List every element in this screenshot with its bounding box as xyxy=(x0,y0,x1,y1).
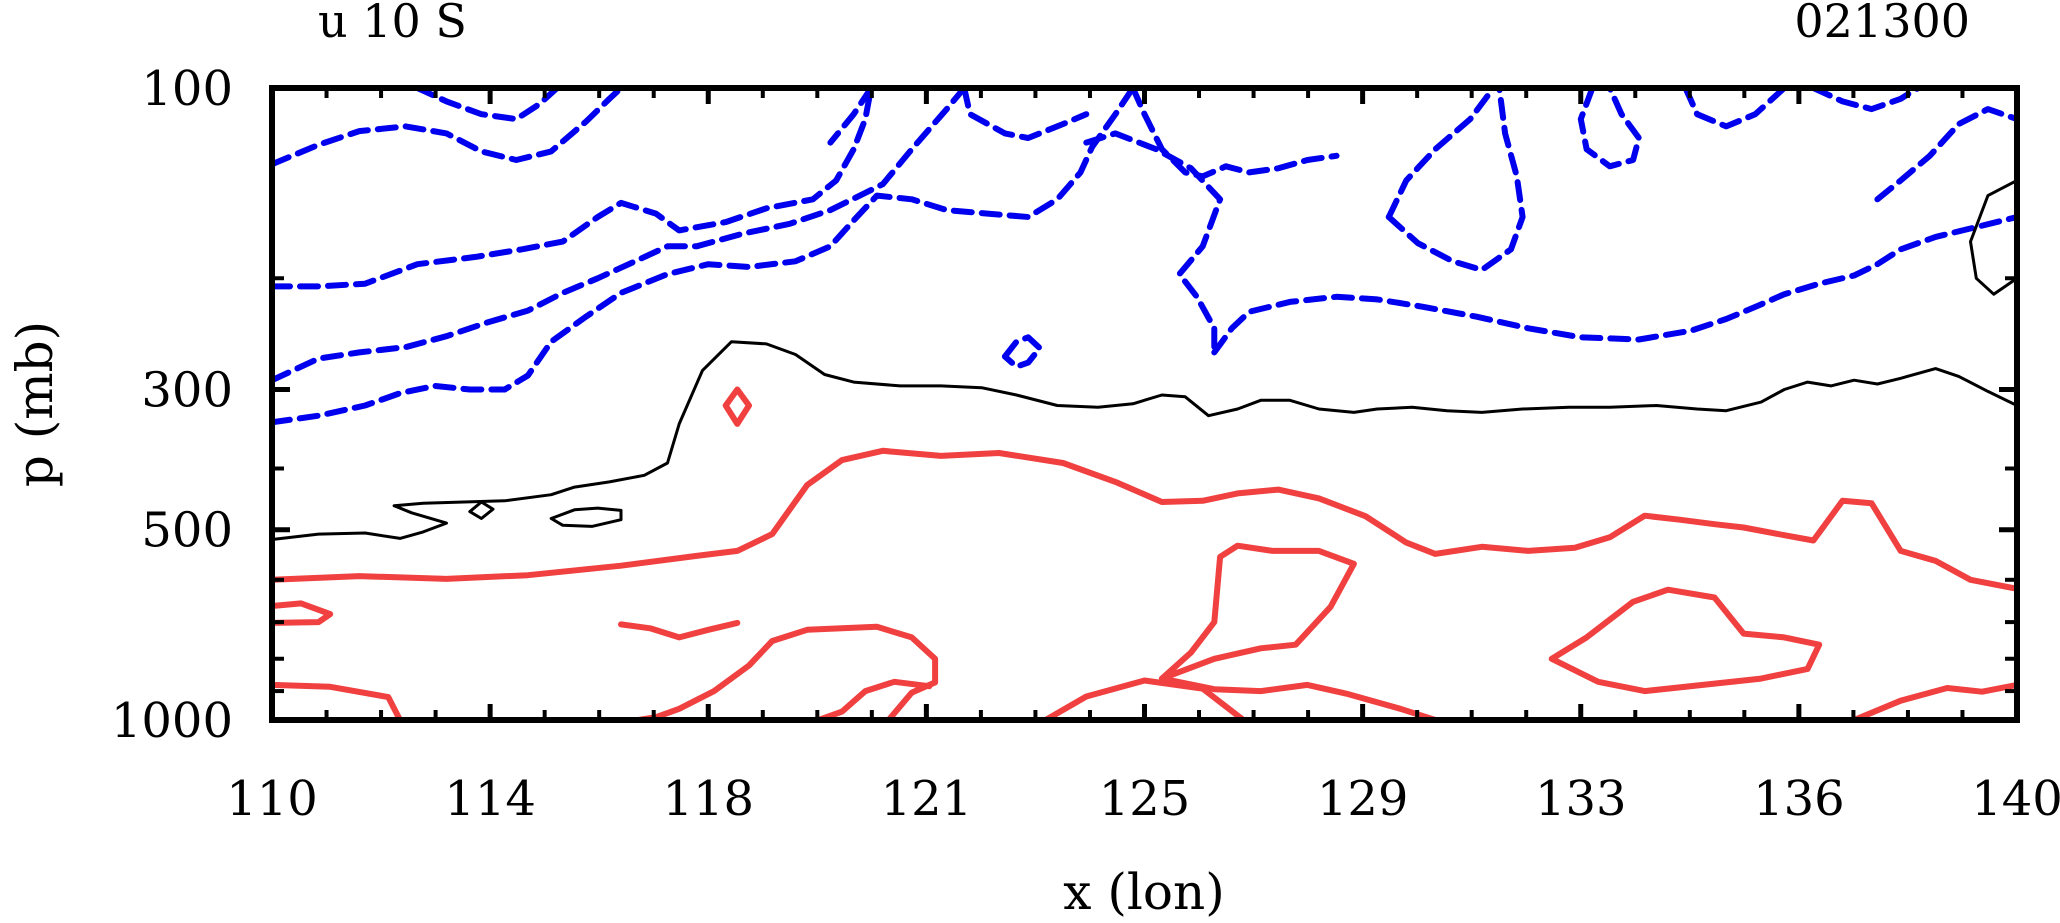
contour-positive-closed-small xyxy=(722,386,752,427)
contour-positive-closed-bottom-left xyxy=(272,600,334,626)
contour-negative-closed-small xyxy=(1001,334,1043,370)
contour-negative-11 xyxy=(1083,130,1224,356)
x-tick-label: 118 xyxy=(662,771,754,827)
contour-layer xyxy=(272,88,2017,720)
contour-negative-9 xyxy=(961,88,1090,141)
contour-negative-7 xyxy=(1129,88,1340,180)
contour-positive-lower-6 xyxy=(1158,675,1439,720)
contour-negative-8 xyxy=(827,88,875,146)
contour-positive-lower-2 xyxy=(635,623,939,720)
contour-positive-main xyxy=(272,447,2017,592)
y-tick-label: 500 xyxy=(141,503,233,559)
contour-positive-lower-4 xyxy=(815,678,933,720)
y-tick-label: 1000 xyxy=(111,693,233,749)
contour-negative-12 xyxy=(1385,88,1497,220)
x-tick-label: 114 xyxy=(444,771,536,827)
x-tick-label: 133 xyxy=(1535,771,1627,827)
contour-negative-10 xyxy=(1211,214,2017,356)
contour-negative-2 xyxy=(385,88,560,123)
contour-negative-13 xyxy=(1385,88,1526,273)
y-tick-label: 100 xyxy=(141,61,233,117)
contour-zero-closed-small-2 xyxy=(549,506,623,528)
contour-negative-3 xyxy=(272,88,624,168)
contour-negative-17 xyxy=(1874,106,2017,203)
x-tick-label: 136 xyxy=(1753,771,1845,827)
x-tick-label: 110 xyxy=(226,771,318,827)
contour-negative-6 xyxy=(272,88,1136,426)
contour-positive-lower-7 xyxy=(1851,681,2017,720)
contour-zero-closed-small-1 xyxy=(468,500,495,520)
title-left: u 10 S xyxy=(318,0,467,48)
contour-positive-lower-1 xyxy=(272,681,403,720)
x-tick-label: 140 xyxy=(1971,771,2060,827)
x-axis-title: x (lon) xyxy=(1063,863,1224,921)
y-tick-label: 300 xyxy=(141,363,233,419)
contour-positive-lower-5 xyxy=(1042,677,1247,720)
label-layer: 110 114 118 121 125 129 133 136 140 100 300 500 1000 xyxy=(111,61,2060,827)
x-tick-label: 121 xyxy=(881,771,973,827)
y-axis-title: p (mb) xyxy=(6,321,64,487)
x-tick-label: 125 xyxy=(1099,771,1191,827)
contour-zero-closed-right xyxy=(1969,178,2017,296)
contour-negative-4 xyxy=(272,88,875,290)
contour-positive-closed-middle xyxy=(1158,542,1357,682)
contour-negative-14 xyxy=(1577,88,1642,170)
contour-negative-16 xyxy=(1810,88,1922,113)
title-right: 021300 xyxy=(1794,0,1970,48)
x-tick-label: 129 xyxy=(1317,771,1409,827)
contour-zero-main xyxy=(272,340,2017,541)
contour-negative-5 xyxy=(272,88,968,384)
tick-layer xyxy=(269,85,2020,723)
contour-positive-lower-3 xyxy=(618,619,741,641)
contour-negative-15 xyxy=(1682,88,1788,130)
contour-positive-closed-right xyxy=(1548,586,1823,695)
contour-lines xyxy=(272,88,2017,720)
